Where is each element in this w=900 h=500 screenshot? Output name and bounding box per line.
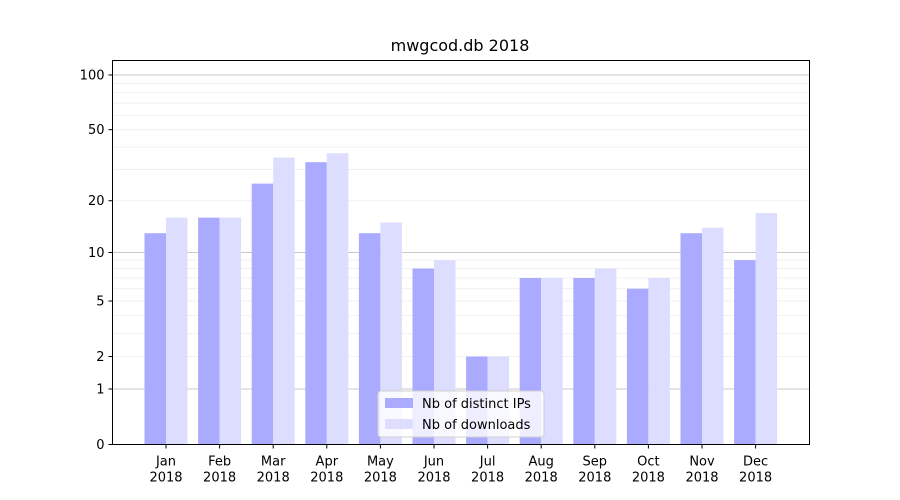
x-tick-label-month: Dec [743, 455, 768, 470]
x-tick-label-year: 2018 [310, 471, 343, 486]
bar-downloads [273, 157, 295, 445]
x-tick-label-year: 2018 [685, 471, 718, 486]
y-tick-label: 0 [96, 438, 104, 453]
bar-distinct-ips [358, 233, 381, 445]
x-tick-label-month: Mar [261, 455, 286, 470]
y-tick-label: 100 [80, 68, 105, 83]
x-tick-label-month: Apr [316, 455, 339, 470]
x-tick-label-year: 2018 [417, 471, 450, 486]
x-tick-label-month: Nov [689, 455, 715, 470]
bar-downloads [166, 217, 188, 445]
x-tick-label-month: Jan [155, 455, 176, 470]
bar-downloads [541, 277, 563, 445]
y-tick-label: 20 [88, 194, 105, 209]
x-tick-label-month: May [367, 455, 394, 470]
x-tick-label-month: Oct [637, 455, 659, 470]
x-tick-label-year: 2018 [632, 471, 665, 486]
x-tick-label-month: Jul [479, 455, 496, 470]
bar-downloads [648, 277, 670, 445]
y-tick-label: 50 [88, 123, 105, 138]
x-tick-label-year: 2018 [525, 471, 558, 486]
plot-frame [112, 60, 810, 445]
bar-distinct-ips [305, 162, 327, 445]
bar-distinct-ips [734, 260, 756, 445]
legend: Nb of distinct IPs Nb of downloads [377, 390, 545, 438]
x-tick-label-year: 2018 [739, 471, 772, 486]
bar-distinct-ips [573, 277, 595, 445]
legend-box [377, 390, 545, 438]
bar-downloads [702, 227, 724, 445]
y-axis: 0 1 2 5 10 20 50 100 [80, 68, 113, 453]
y-tick-label: 2 [96, 350, 104, 365]
y-tick-label: 1 [96, 382, 104, 397]
bar-downloads [219, 217, 242, 445]
x-tick-label-month: Feb [208, 455, 231, 470]
chart-title: mwgcod.db 2018 [391, 36, 530, 55]
y-tick-label: 5 [96, 295, 104, 310]
legend-label: Nb of distinct IPs [422, 397, 531, 412]
legend-label: Nb of downloads [422, 418, 531, 433]
bar-distinct-ips [198, 217, 220, 445]
bar-distinct-ips [626, 288, 649, 445]
bar-downloads [594, 268, 617, 445]
bar-distinct-ips [251, 183, 274, 445]
x-axis: Jan2018Feb2018Mar2018Apr2018May2018Jun20… [149, 444, 772, 486]
bar-downloads [326, 153, 349, 445]
bar-distinct-ips [144, 233, 166, 445]
x-tick-label-month: Aug [529, 455, 554, 470]
x-tick-label-month: Sep [583, 455, 608, 470]
legend-swatch [385, 398, 413, 408]
x-tick-label-month: Jun [423, 455, 444, 470]
legend-swatch [385, 419, 413, 429]
bar-downloads [380, 222, 402, 445]
bar-distinct-ips [680, 233, 702, 445]
x-tick-label-year: 2018 [471, 471, 504, 486]
x-tick-label-year: 2018 [364, 471, 397, 486]
y-tick-label: 10 [88, 246, 105, 261]
x-tick-label-year: 2018 [578, 471, 611, 486]
x-tick-label-year: 2018 [257, 471, 290, 486]
bar-downloads [755, 213, 778, 445]
x-tick-label-year: 2018 [203, 471, 236, 486]
x-tick-label-year: 2018 [149, 471, 182, 486]
